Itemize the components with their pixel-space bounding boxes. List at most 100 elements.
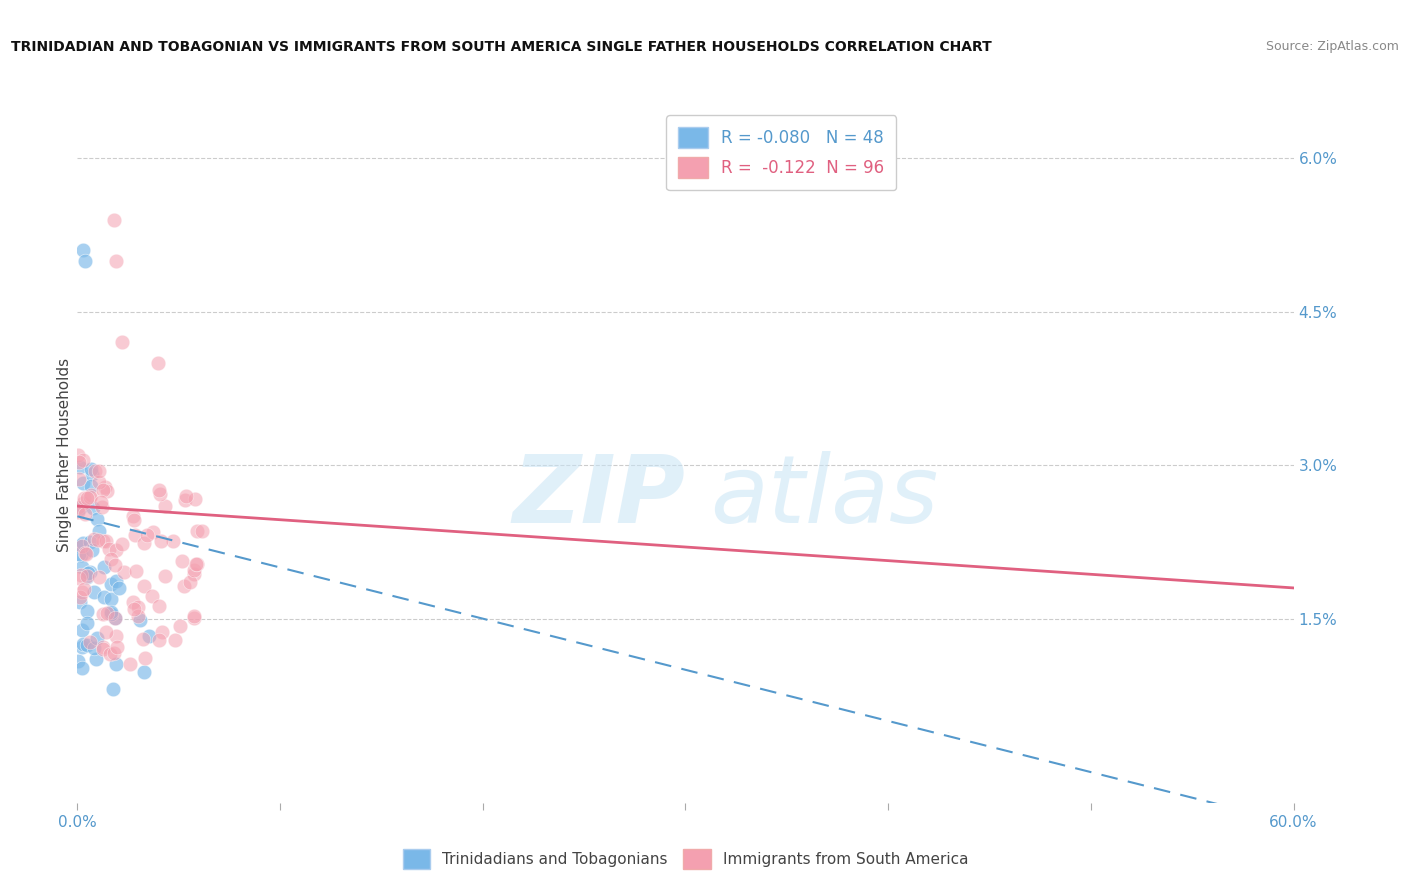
Point (66, 448, 89, 462)
Point (184, 558, 207, 572)
Point (111, 536, 134, 550)
Point (96, 606, 118, 620)
Point (148, 356, 170, 370)
Point (127, 608, 149, 623)
Point (162, 534, 184, 549)
Point (87, 533, 110, 547)
Point (100, 591, 122, 606)
Point (132, 632, 155, 647)
Point (76, 569, 98, 583)
Legend: Trinidadians and Tobagonians, Immigrants from South America: Trinidadians and Tobagonians, Immigrants… (396, 843, 974, 875)
Point (69, 501, 91, 516)
Point (67, 500, 90, 515)
Point (87, 475, 110, 489)
Point (150, 624, 173, 639)
Point (79, 535, 101, 549)
Point (142, 524, 165, 539)
Point (73, 491, 96, 505)
Point (191, 524, 214, 538)
Point (111, 335, 134, 350)
Point (104, 253, 127, 268)
Point (79, 478, 101, 492)
Point (100, 606, 122, 620)
Point (89, 464, 111, 478)
Point (87, 524, 110, 538)
Point (183, 563, 205, 577)
Point (132, 579, 155, 593)
Point (90, 494, 112, 508)
Point (183, 609, 205, 624)
Point (129, 614, 152, 628)
Point (84, 464, 107, 478)
Point (82, 500, 104, 515)
Point (132, 665, 155, 679)
Point (174, 489, 197, 503)
Point (72, 244, 94, 258)
Point (108, 581, 131, 595)
Point (141, 589, 163, 603)
Point (70, 640, 93, 654)
Point (169, 619, 191, 633)
Point (124, 513, 146, 527)
Point (124, 528, 146, 542)
Point (124, 602, 146, 616)
Point (91, 607, 114, 621)
Point (183, 611, 205, 625)
Point (69, 591, 91, 605)
Point (97, 541, 120, 556)
Point (149, 486, 172, 500)
Point (91, 640, 114, 654)
Point (76, 566, 98, 581)
Point (150, 534, 173, 549)
Point (70, 567, 93, 582)
Point (98, 647, 121, 661)
Point (103, 212, 125, 227)
Point (83, 532, 105, 546)
Point (67, 654, 90, 668)
Point (73, 582, 96, 596)
Point (76, 638, 98, 652)
Point (120, 657, 142, 672)
Point (79, 635, 101, 649)
Point (76, 604, 98, 618)
Point (101, 682, 124, 697)
Point (148, 599, 170, 614)
Point (105, 543, 128, 558)
Point (186, 557, 208, 571)
Point (73, 507, 96, 521)
Point (69, 459, 91, 474)
Point (104, 629, 127, 643)
Point (94, 480, 117, 494)
Point (105, 574, 128, 589)
Point (75, 253, 97, 268)
Point (104, 611, 127, 625)
Point (80, 542, 103, 557)
Point (136, 528, 159, 542)
Point (94, 533, 117, 548)
Point (174, 493, 197, 508)
Y-axis label: Single Father Households: Single Father Households (56, 358, 72, 552)
Point (82, 467, 104, 481)
Point (67, 505, 90, 519)
Point (127, 599, 149, 614)
Point (121, 595, 143, 609)
Point (134, 651, 156, 665)
Point (67, 539, 90, 553)
Point (70, 559, 93, 574)
Point (183, 566, 205, 581)
Point (148, 483, 170, 497)
Point (100, 576, 122, 591)
Point (86, 631, 108, 645)
Point (122, 508, 145, 523)
Point (72, 637, 94, 651)
Point (69, 595, 91, 609)
Point (72, 476, 94, 491)
Point (100, 607, 122, 622)
Point (125, 564, 148, 578)
Point (70, 623, 93, 637)
Text: Source: ZipAtlas.com: Source: ZipAtlas.com (1265, 40, 1399, 54)
Point (94, 624, 117, 639)
Point (75, 546, 97, 560)
Point (83, 584, 105, 599)
Point (93, 560, 115, 574)
